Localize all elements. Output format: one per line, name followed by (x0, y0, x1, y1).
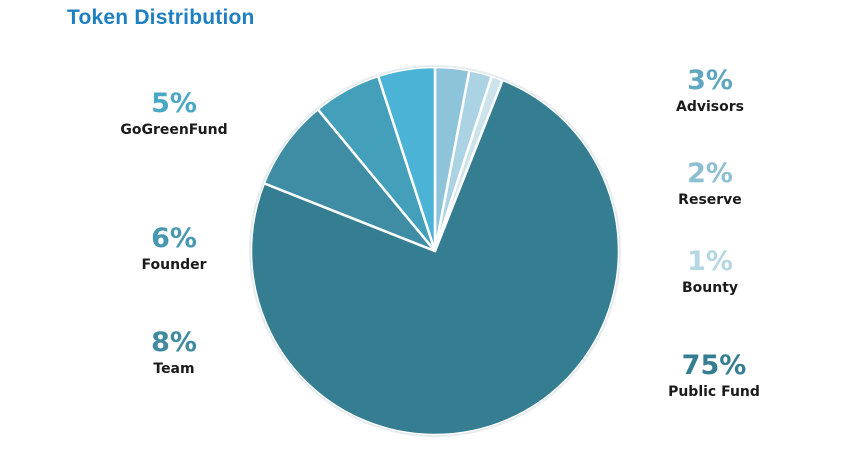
label-gogreenfund-percent: 5% (151, 88, 197, 119)
label-founder-name: Founder (141, 257, 207, 273)
label-founder: 6% Founder (104, 223, 244, 275)
pie-slice-gogreenfund (376, 65, 437, 253)
pie-slice-public-fund (249, 78, 621, 437)
label-team-percent: 8% (151, 327, 197, 358)
pie-slice-team (262, 107, 437, 253)
label-advisors: 3% Advisors (640, 65, 780, 117)
label-gogreenfund: 5% GoGreenFund (104, 88, 244, 140)
label-founder-percent: 6% (151, 223, 197, 254)
label-advisors-percent: 3% (687, 65, 733, 96)
pie-rim (249, 65, 621, 437)
label-public-fund-name: Public Fund (668, 384, 760, 400)
chart-title: Token Distribution (67, 6, 255, 29)
label-public-fund-percent: 75% (681, 350, 747, 381)
label-bounty-percent: 1% (687, 246, 733, 277)
label-reserve-name: Reserve (678, 192, 742, 208)
label-reserve: 2% Reserve (640, 158, 780, 210)
label-bounty-name: Bounty (681, 280, 739, 296)
label-gogreenfund-name: GoGreenFund (120, 122, 228, 138)
label-team: 8% Team (104, 327, 244, 379)
label-advisors-name: Advisors (676, 99, 744, 115)
label-team-name: Team (153, 361, 195, 377)
label-reserve-percent: 2% (687, 158, 733, 189)
label-bounty: 1% Bounty (640, 246, 780, 298)
label-public-fund: 75% Public Fund (644, 350, 784, 402)
